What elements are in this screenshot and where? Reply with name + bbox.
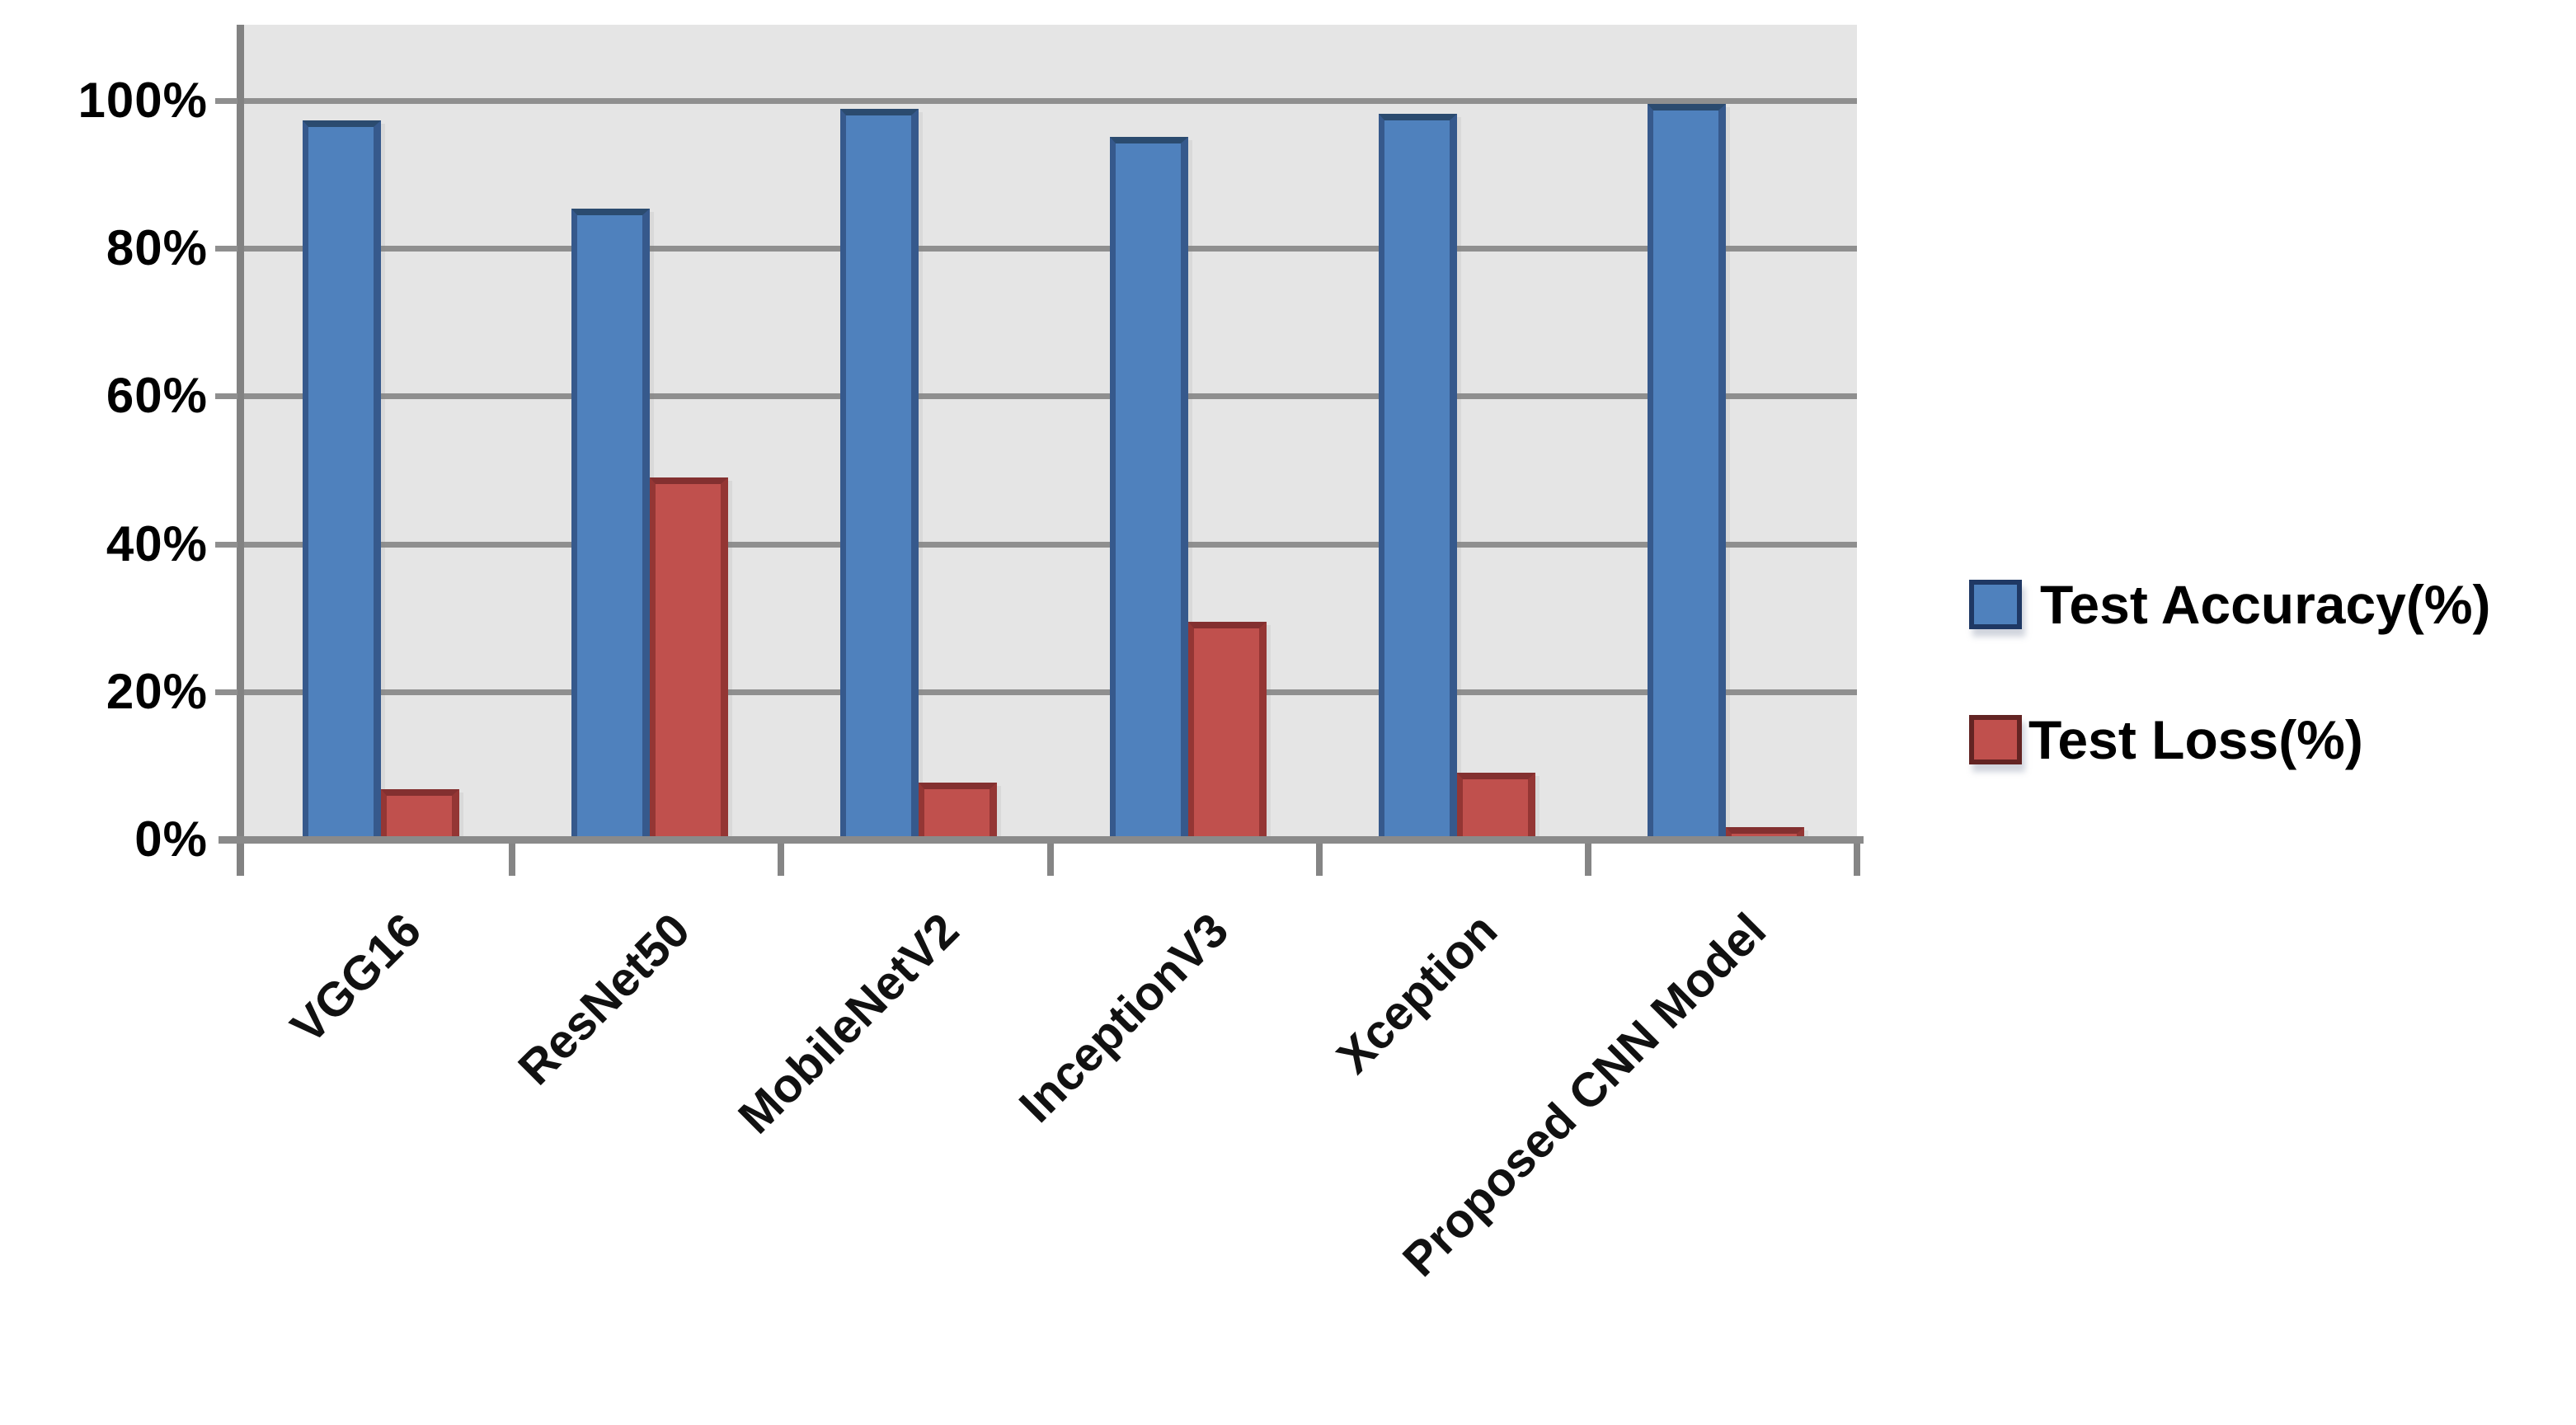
- x-axis-tick: [1046, 844, 1054, 876]
- bar-test-accuracy-xception: [1378, 114, 1457, 839]
- legend-label-test-loss: Test Loss(%): [2028, 709, 2363, 770]
- gridline: [243, 98, 1857, 104]
- bar-test-loss-mobilenetv2: [919, 783, 998, 839]
- x-axis-tick: [778, 844, 785, 876]
- x-axis-tick: [1315, 844, 1323, 876]
- x-axis-tick: [1584, 844, 1591, 876]
- legend-item-test-loss: Test Loss(%): [1969, 712, 2363, 767]
- legend-label-test-accuracy: Test Accuracy(%): [2040, 574, 2491, 635]
- gridline: [243, 393, 1857, 400]
- y-axis-tick-label: 80%: [106, 220, 208, 276]
- bar-test-accuracy-mobilenetv2: [840, 108, 919, 839]
- bar-test-loss-xception: [1456, 773, 1535, 839]
- x-axis-tick: [1854, 844, 1860, 876]
- bar-test-accuracy-vgg16: [303, 120, 381, 839]
- y-axis-tick-label: 100%: [78, 73, 208, 128]
- y-axis-line: [237, 25, 244, 876]
- plot-area: [243, 25, 1857, 839]
- legend-item-test-accuracy: Test Accuracy(%): [1969, 577, 2491, 632]
- y-axis-tick-label: 20%: [106, 663, 208, 719]
- gridline: [243, 246, 1857, 252]
- y-axis-tick-label: 60%: [106, 368, 208, 424]
- legend-swatch-test-loss: [1969, 715, 2022, 764]
- y-axis-tick-label: 40%: [106, 515, 208, 571]
- y-axis-tick-label: 0%: [134, 811, 208, 867]
- y-axis-tick: [215, 541, 237, 548]
- x-axis-category-label: Xception: [1326, 903, 1507, 1084]
- x-axis-line: [219, 836, 1864, 844]
- bar-test-loss-vgg16: [381, 789, 459, 839]
- x-axis-category-label: Proposed CNN Model: [1392, 903, 1777, 1287]
- bar-test-loss-inceptionv3: [1187, 621, 1267, 839]
- legend-swatch-test-accuracy: [1969, 580, 2022, 629]
- x-axis-category-label: MobileNetV2: [728, 903, 970, 1145]
- x-axis-category-label: ResNet50: [508, 903, 701, 1096]
- bar-test-loss-resnet50: [650, 477, 729, 839]
- y-axis-tick: [215, 98, 237, 104]
- bar-test-accuracy-inceptionv3: [1109, 136, 1188, 839]
- y-axis-tick: [215, 393, 237, 400]
- gridline: [243, 689, 1857, 695]
- x-axis-tick: [509, 844, 516, 876]
- y-axis-tick: [215, 246, 237, 252]
- bar-test-accuracy-proposed-cnn-model: [1647, 103, 1726, 839]
- y-axis-tick: [215, 689, 237, 695]
- x-axis-category-label: VGG16: [280, 903, 432, 1054]
- bar-test-accuracy-resnet50: [571, 208, 651, 839]
- gridline: [243, 541, 1857, 548]
